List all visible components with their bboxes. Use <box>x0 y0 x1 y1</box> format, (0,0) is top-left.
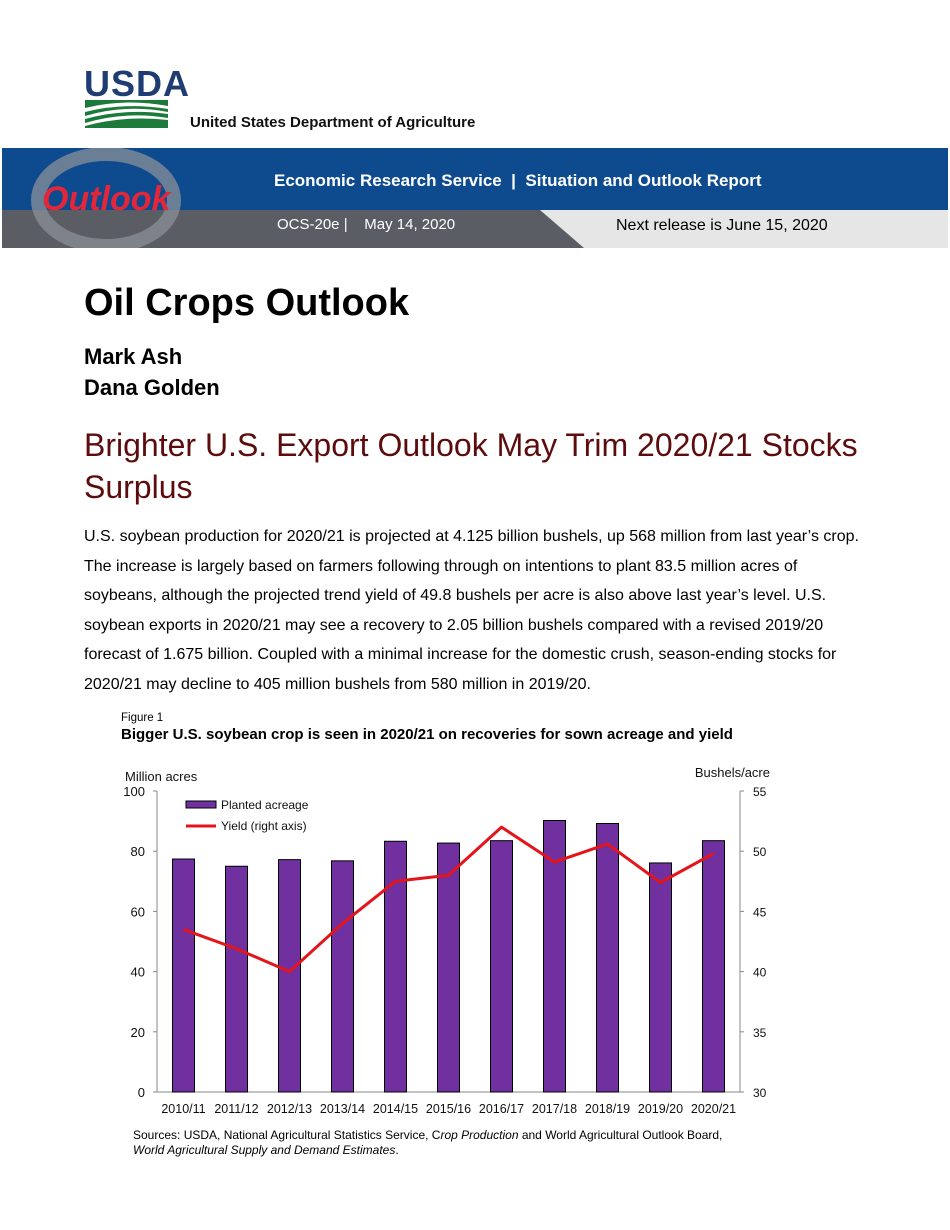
x-tick-label: 2010/11 <box>161 1102 205 1116</box>
figure-title: Bigger U.S. soybean crop is seen in 2020… <box>121 726 733 743</box>
bar-planted-acreage <box>172 858 195 1093</box>
sources-italic-wasde: World Agricultural Supply and Demand Est… <box>133 1143 396 1157</box>
line-yield <box>182 825 715 974</box>
bar-planted-acreage <box>649 862 672 1093</box>
right-tick-label: 50 <box>753 845 767 859</box>
legend-label-yield: Yield (right axis) <box>221 819 307 833</box>
usda-logo-text: USDA <box>84 63 191 104</box>
x-tick-label: 2018/19 <box>585 1102 630 1116</box>
x-tick-label: 2019/20 <box>638 1102 683 1116</box>
department-name: United States Department of Agriculture <box>190 114 476 131</box>
left-tick-label: 60 <box>131 904 145 919</box>
outlook-logo: Outlook <box>31 148 181 248</box>
bar-planted-acreage <box>490 840 513 1093</box>
bar-planted-acreage <box>437 842 460 1093</box>
x-tick-label: 2015/16 <box>426 1102 471 1116</box>
y-axis-label: Million acres <box>125 769 198 784</box>
next-release: Next release is June 15, 2020 <box>616 217 828 234</box>
release-panel <box>540 210 948 248</box>
outlook-logo-text: Outlook <box>42 180 173 218</box>
bar-planted-acreage <box>278 859 301 1093</box>
figure-sources: Sources: USDA, National Agricultural Sta… <box>133 1128 773 1158</box>
headline: Brighter U.S. Export Outlook May Trim 20… <box>84 427 858 505</box>
left-tick-label: 100 <box>123 784 145 799</box>
sources-italic-crop: rop Production <box>440 1128 519 1142</box>
sources-middle: and World Agricultural Outlook Board, <box>518 1128 723 1142</box>
bar-planted-acreage <box>384 840 407 1093</box>
right-tick-label: 40 <box>753 966 767 980</box>
left-tick-label: 20 <box>131 1025 145 1040</box>
bar-planted-acreage <box>331 860 354 1093</box>
x-tick-label: 2013/14 <box>320 1102 365 1116</box>
figure-label: Figure 1 <box>121 712 164 724</box>
bar-planted-acreage <box>596 823 619 1093</box>
x-tick-label: 2014/15 <box>373 1102 418 1116</box>
left-tick-label: 40 <box>131 965 145 980</box>
x-tick-label: 2011/12 <box>214 1102 258 1116</box>
report-id: OCS-20e | May 14, 2020 <box>277 216 456 233</box>
right-tick-label: 55 <box>753 785 767 799</box>
page-title: Oil Crops Outlook <box>84 282 410 324</box>
x-tick-label: 2017/18 <box>532 1102 577 1116</box>
legend-label-acreage: Planted acreage <box>221 798 309 812</box>
author-1: Mark Ash <box>84 344 183 369</box>
author-2: Dana Golden <box>84 375 220 400</box>
left-tick-label: 0 <box>138 1085 145 1100</box>
legend-swatch-acreage <box>185 800 217 809</box>
sources-end: . <box>395 1143 399 1157</box>
bar-planted-acreage <box>702 840 725 1093</box>
soybean-chart: 0 20 40 60 80 100 30 35 40 45 50 55 Million acres Bus… <box>123 765 770 1116</box>
left-tick-label: 80 <box>131 844 145 859</box>
usda-field-icon <box>85 100 168 128</box>
right-tick-label: 30 <box>753 1086 767 1100</box>
right-tick-label: 45 <box>753 905 767 919</box>
summary-paragraph: U.S. soybean production for 2020/21 is p… <box>84 528 859 693</box>
x-tick-label: 2020/21 <box>691 1102 736 1116</box>
banner-title: Economic Research Service | Situation an… <box>274 171 762 190</box>
x-tick-label: 2016/17 <box>479 1102 524 1116</box>
x-tick-label: 2012/13 <box>267 1102 312 1116</box>
right-tick-label: 35 <box>753 1026 767 1040</box>
y2-axis-label: Bushels/acre <box>695 765 770 780</box>
bar-planted-acreage <box>225 865 248 1093</box>
bar-planted-acreage <box>543 819 566 1093</box>
sources-prefix: Sources: USDA, National Agricultural Sta… <box>133 1128 441 1142</box>
